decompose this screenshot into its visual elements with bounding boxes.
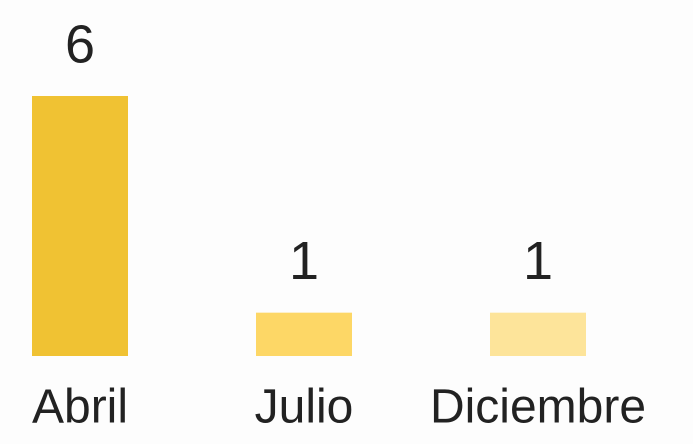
value-label: 1 [289, 231, 319, 291]
bar [490, 312, 586, 356]
bar [256, 312, 352, 356]
value-label: 6 [65, 14, 95, 74]
category-label: Abril [32, 381, 128, 434]
value-label: 1 [523, 231, 553, 291]
category-label: Diciembre [430, 381, 646, 434]
category-label: Julio [255, 381, 354, 434]
bar [32, 96, 128, 356]
